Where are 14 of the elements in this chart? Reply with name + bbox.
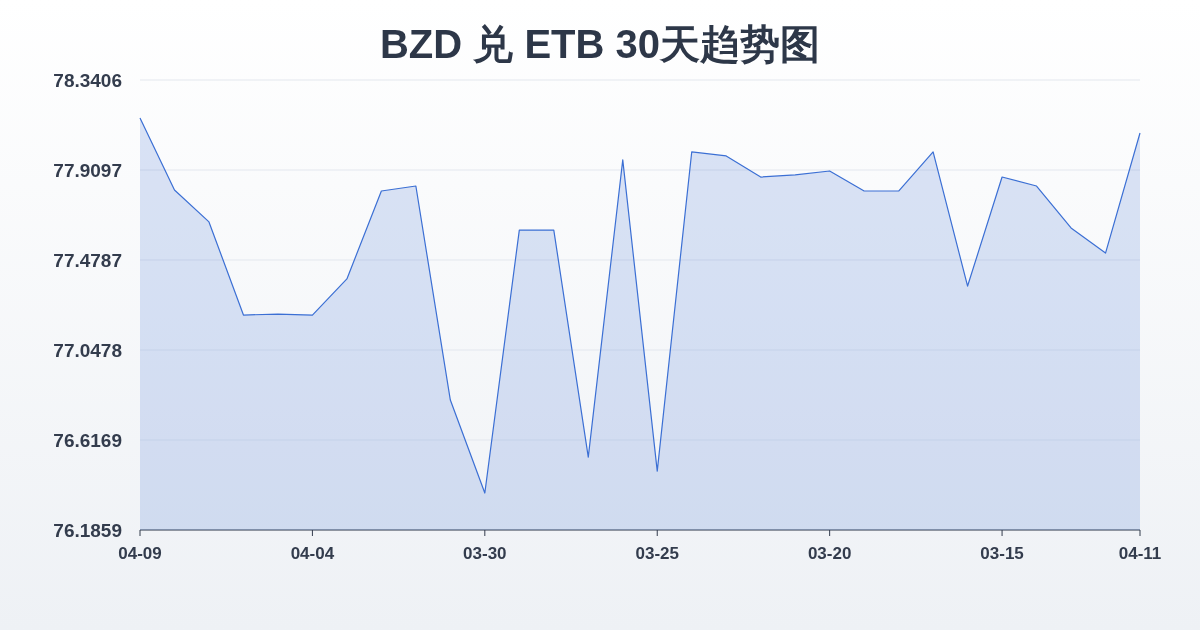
- x-tick-label: 03-30: [463, 544, 507, 563]
- y-tick-label: 78.3406: [53, 70, 122, 91]
- chart-title: BZD 兑 ETB 30天趋势图: [379, 22, 821, 66]
- y-tick-label: 77.0478: [53, 340, 122, 361]
- x-tick-label: 03-20: [807, 544, 852, 563]
- x-tick-label: 04-09: [118, 544, 162, 563]
- x-tick-label: 03-15: [980, 544, 1024, 563]
- x-tick-label: 04-04: [290, 544, 335, 563]
- x-tick-label: 03-25: [635, 544, 679, 563]
- y-tick-label: 77.9097: [53, 159, 122, 181]
- y-tick-label: 76.1859: [53, 520, 122, 541]
- y-tick-label: 76.6169: [53, 429, 122, 451]
- x-tick-label: 04-11: [1118, 544, 1162, 563]
- y-tick-label: 77.4787: [53, 250, 122, 271]
